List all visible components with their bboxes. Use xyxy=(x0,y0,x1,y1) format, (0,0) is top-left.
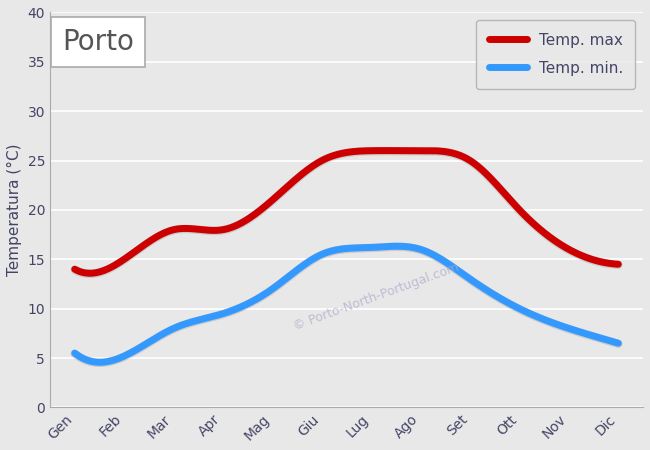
Line: Temp. min.: Temp. min. xyxy=(75,246,618,362)
Temp. min. xyxy=(96,360,104,365)
Temp. min. xyxy=(532,314,540,319)
Legend: Temp. max, Temp. min.: Temp. max, Temp. min. xyxy=(476,20,636,89)
Temp. min. xyxy=(396,243,404,249)
Temp. min. xyxy=(71,351,79,356)
Temp. max xyxy=(614,261,622,267)
Temp. max xyxy=(532,224,540,229)
Temp. min. xyxy=(73,352,81,357)
Text: © Porto-North-Portugal.com: © Porto-North-Portugal.com xyxy=(292,261,461,333)
Temp. max xyxy=(73,267,81,273)
Temp. max xyxy=(567,248,575,253)
Temp. min. xyxy=(393,243,400,249)
Temp. min. xyxy=(398,243,406,249)
Temp. min. xyxy=(614,341,622,346)
Temp. max xyxy=(71,266,79,272)
Temp. max xyxy=(396,148,404,153)
Temp. max xyxy=(398,148,406,153)
Temp. max xyxy=(85,270,93,276)
Y-axis label: Temperatura (°C): Temperatura (°C) xyxy=(7,144,22,276)
Temp. max xyxy=(382,148,389,153)
Temp. min. xyxy=(567,326,575,332)
Line: Temp. max: Temp. max xyxy=(75,151,618,273)
Temp. max xyxy=(407,148,415,153)
Temp. min. xyxy=(407,244,415,250)
Text: Porto: Porto xyxy=(62,28,134,56)
